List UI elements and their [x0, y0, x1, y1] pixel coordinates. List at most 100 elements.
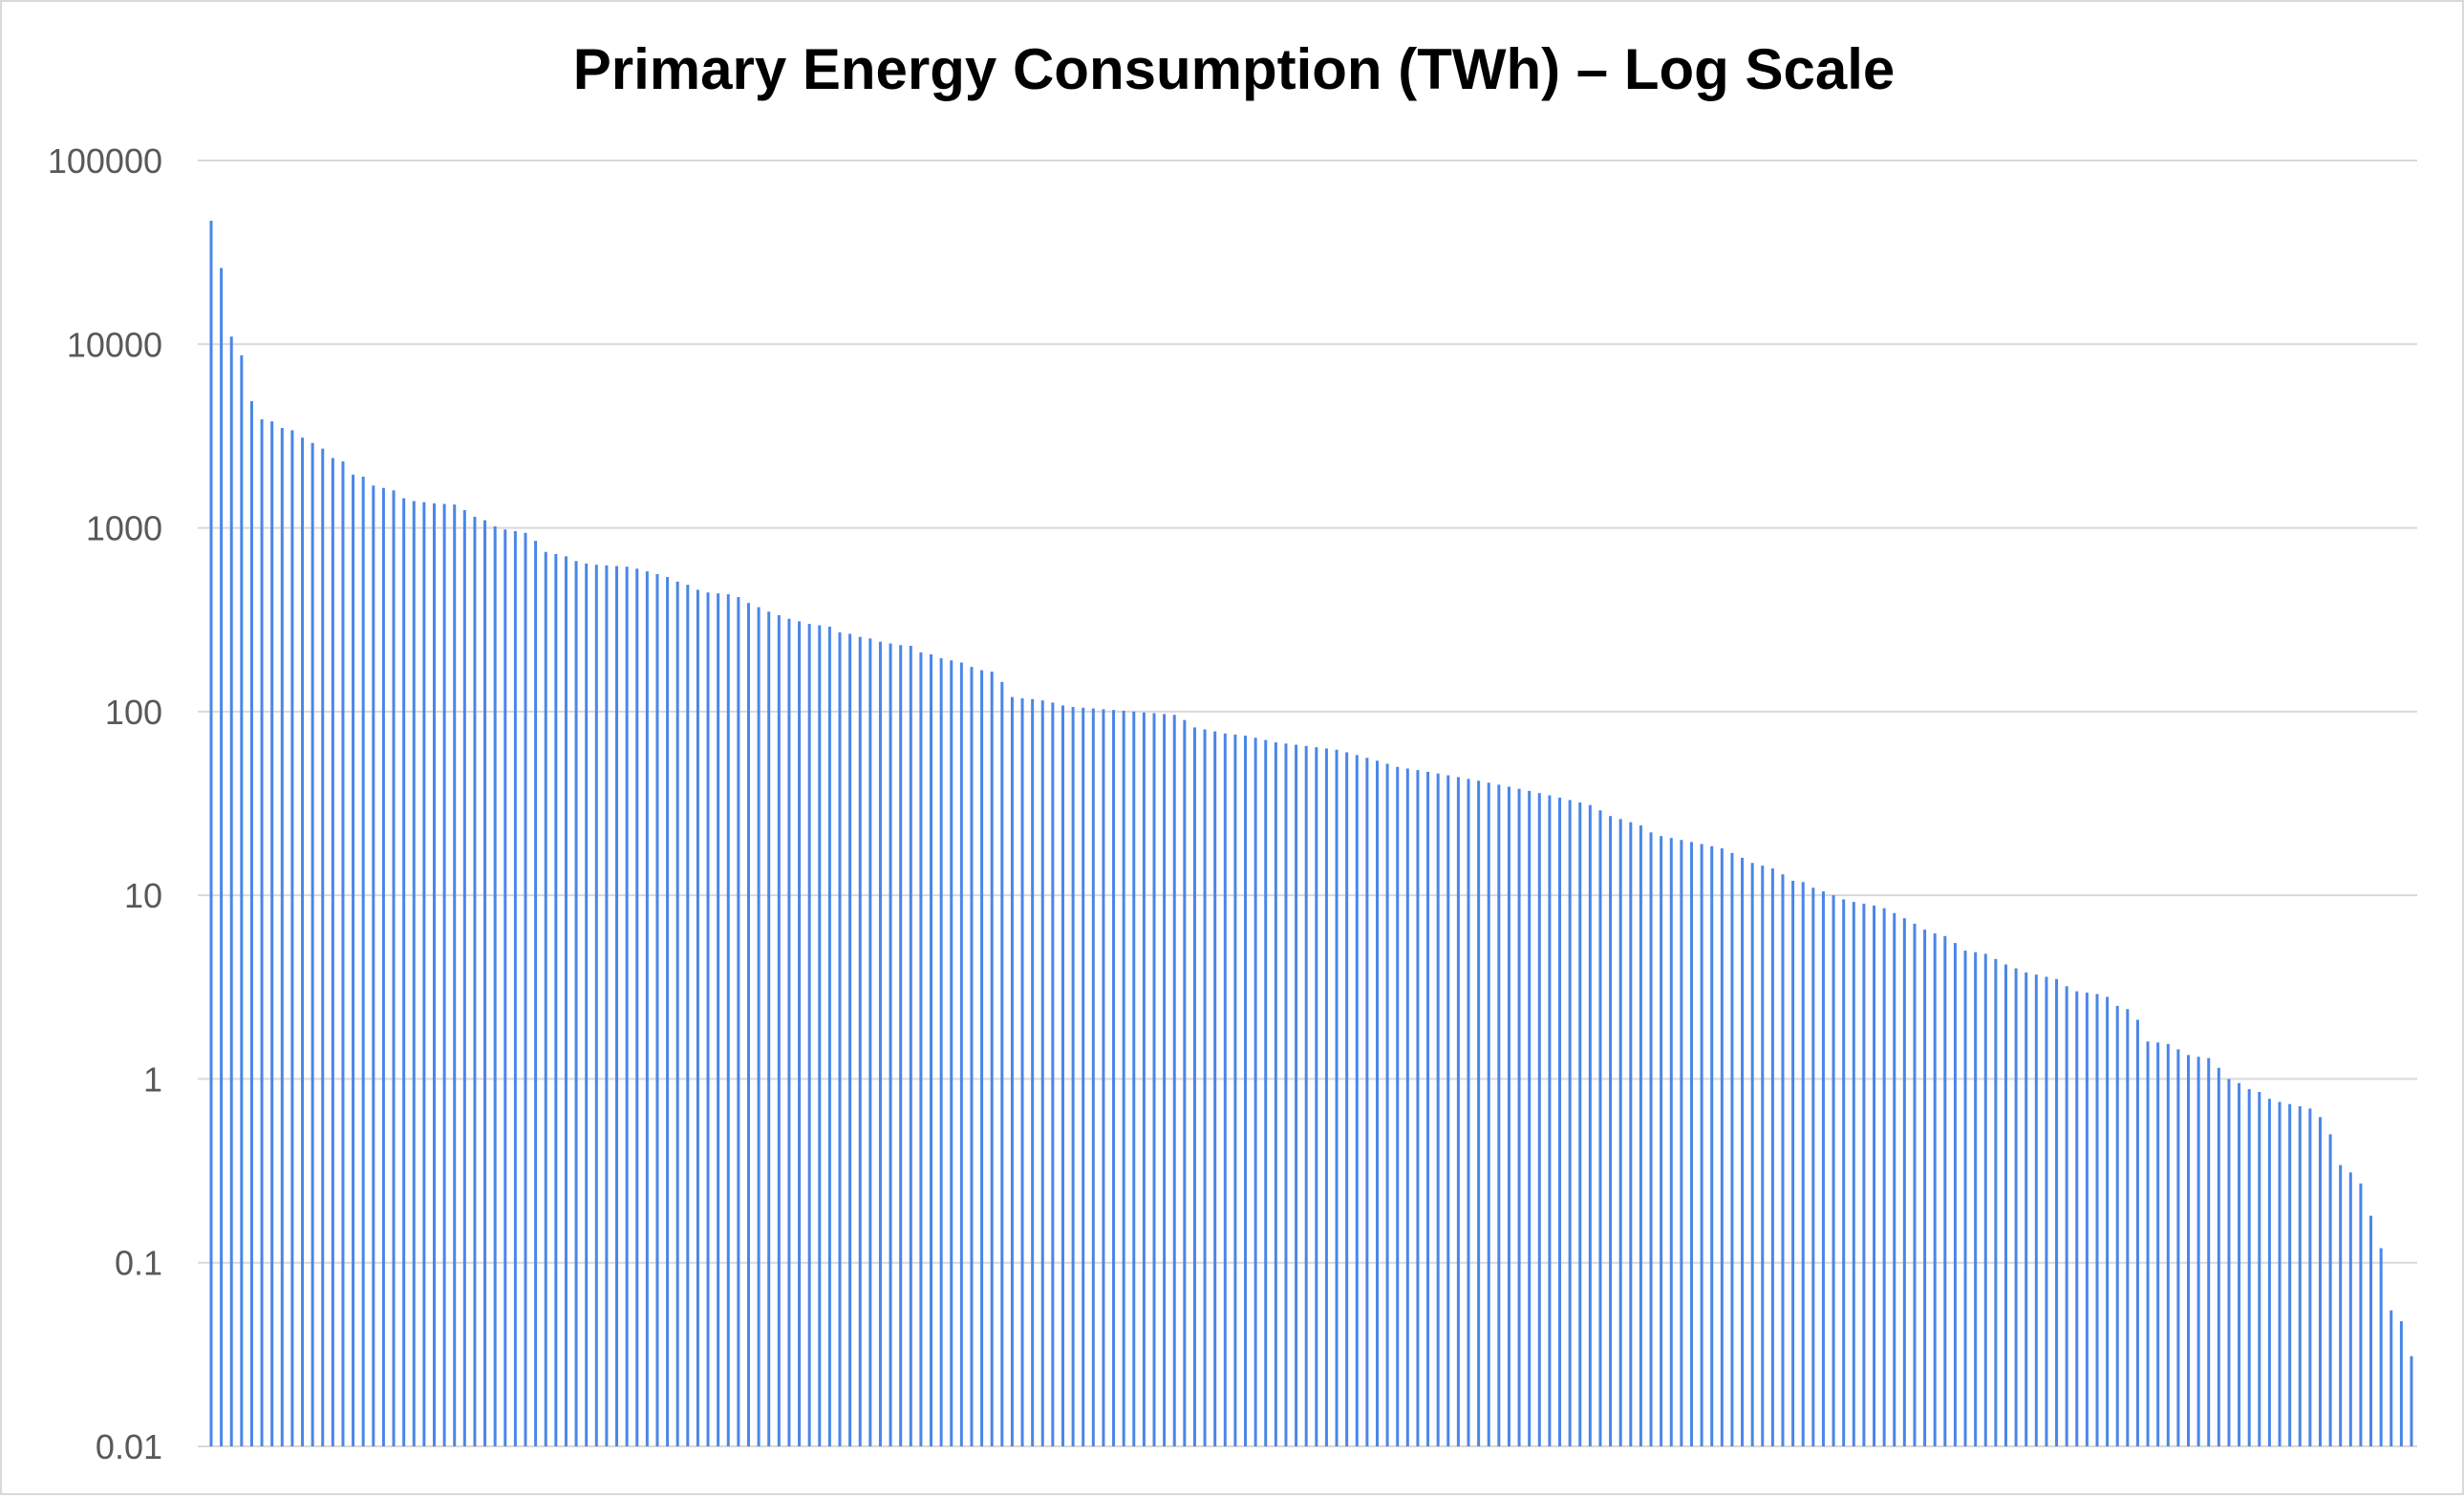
bar: [2288, 1103, 2292, 1446]
bar: [1010, 696, 1014, 1446]
bar: [909, 646, 912, 1446]
bar: [1893, 912, 1896, 1446]
bar: [311, 442, 314, 1446]
bar: [675, 581, 679, 1446]
bar: [352, 474, 355, 1446]
bar: [1720, 848, 1724, 1446]
bar: [574, 561, 578, 1446]
bar: [1142, 712, 1146, 1446]
bar: [1122, 711, 1125, 1446]
bar: [2095, 994, 2099, 1446]
bar: [1660, 836, 1663, 1446]
bar: [1700, 844, 1703, 1446]
bar: [1467, 779, 1470, 1446]
bar: [1821, 891, 1825, 1446]
bar: [1974, 952, 1978, 1446]
bar: [1943, 935, 1947, 1446]
bar: [301, 438, 305, 1447]
bar: [1832, 895, 1835, 1446]
bar: [513, 530, 517, 1446]
bar: [1770, 868, 1774, 1446]
bar: [787, 618, 791, 1446]
bar: [1102, 709, 1105, 1446]
bar: [2045, 976, 2048, 1446]
bar: [746, 603, 750, 1446]
bar: [980, 670, 984, 1446]
bar: [838, 631, 842, 1446]
bar: [1568, 800, 1572, 1446]
bar: [1852, 902, 1855, 1446]
bar: [432, 503, 436, 1446]
bar: [717, 593, 720, 1446]
bar: [2267, 1099, 2271, 1446]
bar: [1730, 852, 1734, 1446]
bar: [2156, 1042, 2160, 1446]
bar: [868, 638, 872, 1446]
bar: [270, 421, 274, 1447]
chart-title: Primary Energy Consumption (TWh) – Log S…: [572, 37, 1896, 101]
bar: [919, 652, 923, 1446]
bar: [229, 336, 233, 1447]
bar: [1416, 770, 1420, 1446]
bar: [655, 573, 659, 1446]
bar: [2217, 1067, 2220, 1446]
bar: [372, 485, 375, 1446]
y-tick-label: 1: [143, 1059, 162, 1099]
bar: [848, 633, 852, 1446]
bar: [1284, 743, 1288, 1446]
bar: [899, 645, 903, 1446]
bar: [260, 418, 264, 1446]
bar: [889, 643, 892, 1446]
bar: [1223, 733, 1227, 1446]
bar: [493, 525, 497, 1446]
bar: [240, 354, 244, 1446]
bar: [209, 221, 213, 1446]
bar: [392, 490, 396, 1446]
bar: [1649, 832, 1653, 1446]
bar: [2115, 1005, 2119, 1446]
bar: [524, 532, 527, 1446]
bar: [1132, 711, 1136, 1446]
bar: [858, 636, 862, 1446]
bar: [807, 624, 811, 1446]
bar: [249, 400, 253, 1446]
bar: [1355, 755, 1359, 1446]
bar: [1902, 918, 1906, 1446]
bar: [1233, 734, 1237, 1446]
bar: [625, 567, 629, 1446]
bar: [1689, 842, 1693, 1446]
bar: [1791, 880, 1795, 1446]
y-tick-label: 10000: [67, 325, 162, 364]
bar: [1446, 775, 1450, 1446]
bar: [1031, 698, 1035, 1446]
bar: [2359, 1183, 2363, 1446]
bar: [1862, 903, 1866, 1446]
bar: [2025, 972, 2028, 1446]
bar: [1315, 747, 1318, 1446]
bar: [2238, 1082, 2241, 1446]
bar: [1598, 810, 1602, 1446]
bar: [2003, 964, 2007, 1446]
bar: [2328, 1134, 2332, 1446]
bar: [554, 554, 558, 1446]
bar: [645, 571, 649, 1446]
bar: [2075, 991, 2079, 1446]
bar: [990, 672, 994, 1446]
y-tick-label: 10: [124, 876, 162, 915]
bar: [1396, 766, 1400, 1446]
bar: [1426, 771, 1430, 1446]
bar: [798, 621, 802, 1446]
bar: [2166, 1043, 2170, 1446]
bar: [422, 502, 426, 1446]
bar: [2176, 1049, 2180, 1446]
y-tick-label: 100: [105, 693, 162, 732]
bar: [1639, 825, 1642, 1446]
bar: [1669, 838, 1673, 1446]
bar: [2187, 1055, 2191, 1446]
bar: [2196, 1057, 2200, 1446]
bar: [1801, 882, 1805, 1446]
bar: [1295, 744, 1298, 1446]
bar: [1051, 702, 1055, 1446]
bar: [1061, 705, 1064, 1446]
bar: [1983, 953, 1987, 1446]
